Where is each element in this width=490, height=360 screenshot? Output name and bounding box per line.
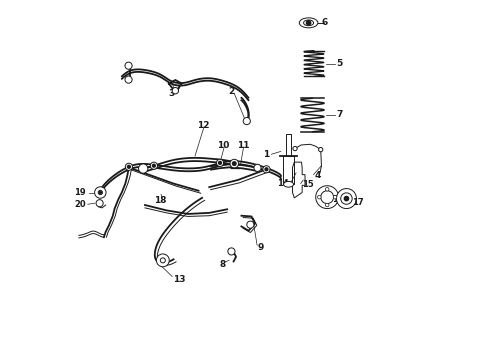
Circle shape [341, 193, 352, 204]
Circle shape [321, 191, 334, 203]
Circle shape [293, 147, 297, 151]
Circle shape [156, 254, 169, 267]
Circle shape [125, 76, 132, 83]
Text: 16: 16 [332, 195, 343, 204]
Circle shape [333, 195, 337, 199]
Circle shape [316, 186, 339, 208]
Text: 7: 7 [337, 111, 343, 120]
Text: 19: 19 [74, 188, 86, 197]
Text: 9: 9 [257, 243, 264, 252]
Circle shape [98, 190, 102, 195]
Text: 15: 15 [302, 180, 314, 189]
Circle shape [125, 163, 132, 170]
Text: 5: 5 [337, 59, 343, 68]
Circle shape [306, 21, 311, 25]
Ellipse shape [304, 20, 314, 26]
Circle shape [125, 62, 132, 69]
Text: 2: 2 [228, 87, 235, 96]
Circle shape [228, 248, 235, 255]
Text: 11: 11 [237, 141, 249, 150]
Ellipse shape [299, 18, 318, 28]
Text: 3: 3 [169, 89, 175, 98]
Text: 12: 12 [196, 121, 209, 130]
Circle shape [232, 162, 236, 165]
Circle shape [172, 87, 178, 94]
Circle shape [325, 203, 329, 207]
Circle shape [217, 159, 223, 166]
Text: 14: 14 [277, 179, 289, 188]
Ellipse shape [284, 181, 294, 187]
Text: 1: 1 [263, 150, 270, 159]
Circle shape [95, 187, 106, 198]
Text: 6: 6 [321, 18, 328, 27]
Circle shape [325, 188, 329, 191]
Circle shape [230, 159, 239, 168]
Circle shape [243, 117, 250, 125]
Text: 8: 8 [220, 260, 225, 269]
Text: 13: 13 [173, 275, 185, 284]
Text: 18: 18 [154, 196, 166, 205]
Circle shape [127, 165, 130, 168]
Circle shape [254, 164, 261, 171]
Circle shape [96, 200, 103, 207]
Circle shape [263, 166, 270, 173]
Text: 17: 17 [352, 198, 364, 207]
Circle shape [219, 161, 221, 164]
Circle shape [318, 148, 323, 152]
Circle shape [337, 189, 356, 208]
Circle shape [344, 197, 348, 201]
Circle shape [265, 168, 268, 171]
Circle shape [160, 258, 165, 263]
Circle shape [318, 195, 321, 199]
Circle shape [150, 162, 157, 169]
Circle shape [247, 221, 254, 228]
Text: 4: 4 [315, 171, 321, 180]
Circle shape [99, 192, 101, 194]
Text: 20: 20 [74, 200, 86, 209]
Text: 10: 10 [217, 141, 229, 150]
Circle shape [139, 164, 148, 173]
Circle shape [152, 164, 155, 167]
